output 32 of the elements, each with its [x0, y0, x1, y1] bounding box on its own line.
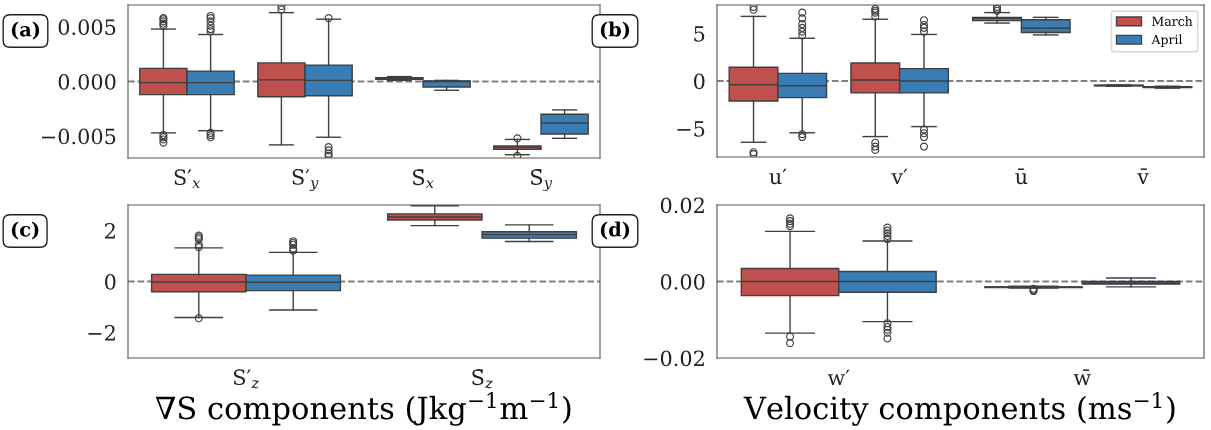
- y-tick-label: −2: [88, 324, 115, 341]
- y-tick-label: 2: [105, 222, 115, 239]
- x-tick-label: S̄$_{x}$: [413, 169, 434, 189]
- x-tick-label: w′: [827, 369, 850, 385]
- x-tick-label: S′$_{x}$: [174, 169, 201, 189]
- text: (c): [11, 221, 39, 240]
- x-tick-label: v′: [891, 168, 908, 184]
- x-tick-label: w̄: [1073, 369, 1091, 385]
- x-tick-label: S̄$_{y}$: [531, 169, 553, 192]
- legend-label: March: [1152, 16, 1193, 26]
- y-tick-label: −0.02: [644, 350, 704, 367]
- y-tick-label: 0.02: [660, 197, 704, 214]
- y-tick-label: 0: [105, 273, 116, 290]
- y-tick-label: −0.005: [42, 128, 116, 145]
- text: (d): [600, 221, 630, 240]
- y-tick-label: −5: [677, 121, 705, 137]
- x-tick-label: S′$_{y}$: [292, 169, 319, 192]
- x-tick-label: S̄$_{z}$: [472, 369, 493, 389]
- x-axis-title: Velocity components (ms$^{−1}$): [743, 392, 1175, 426]
- x-tick-label: ū: [1015, 168, 1028, 185]
- y-tick-label: 0.005: [58, 19, 116, 36]
- y-tick-label: 0.00: [660, 273, 705, 290]
- text: (a): [11, 21, 40, 40]
- text: (b): [600, 21, 630, 40]
- x-tick-label: v̄: [1137, 168, 1149, 184]
- y-tick-label: 0: [694, 73, 705, 90]
- x-axis-title: ∇S components (Jkg$^{−1}$m$^{−1}$): [155, 392, 571, 426]
- y-tick-label: 5: [694, 26, 705, 42]
- y-tick-label: 0.000: [58, 73, 116, 90]
- legend-label: April: [1151, 34, 1183, 47]
- x-tick-label: u′: [769, 168, 787, 185]
- x-tick-label: S′$_{z}$: [234, 369, 260, 389]
